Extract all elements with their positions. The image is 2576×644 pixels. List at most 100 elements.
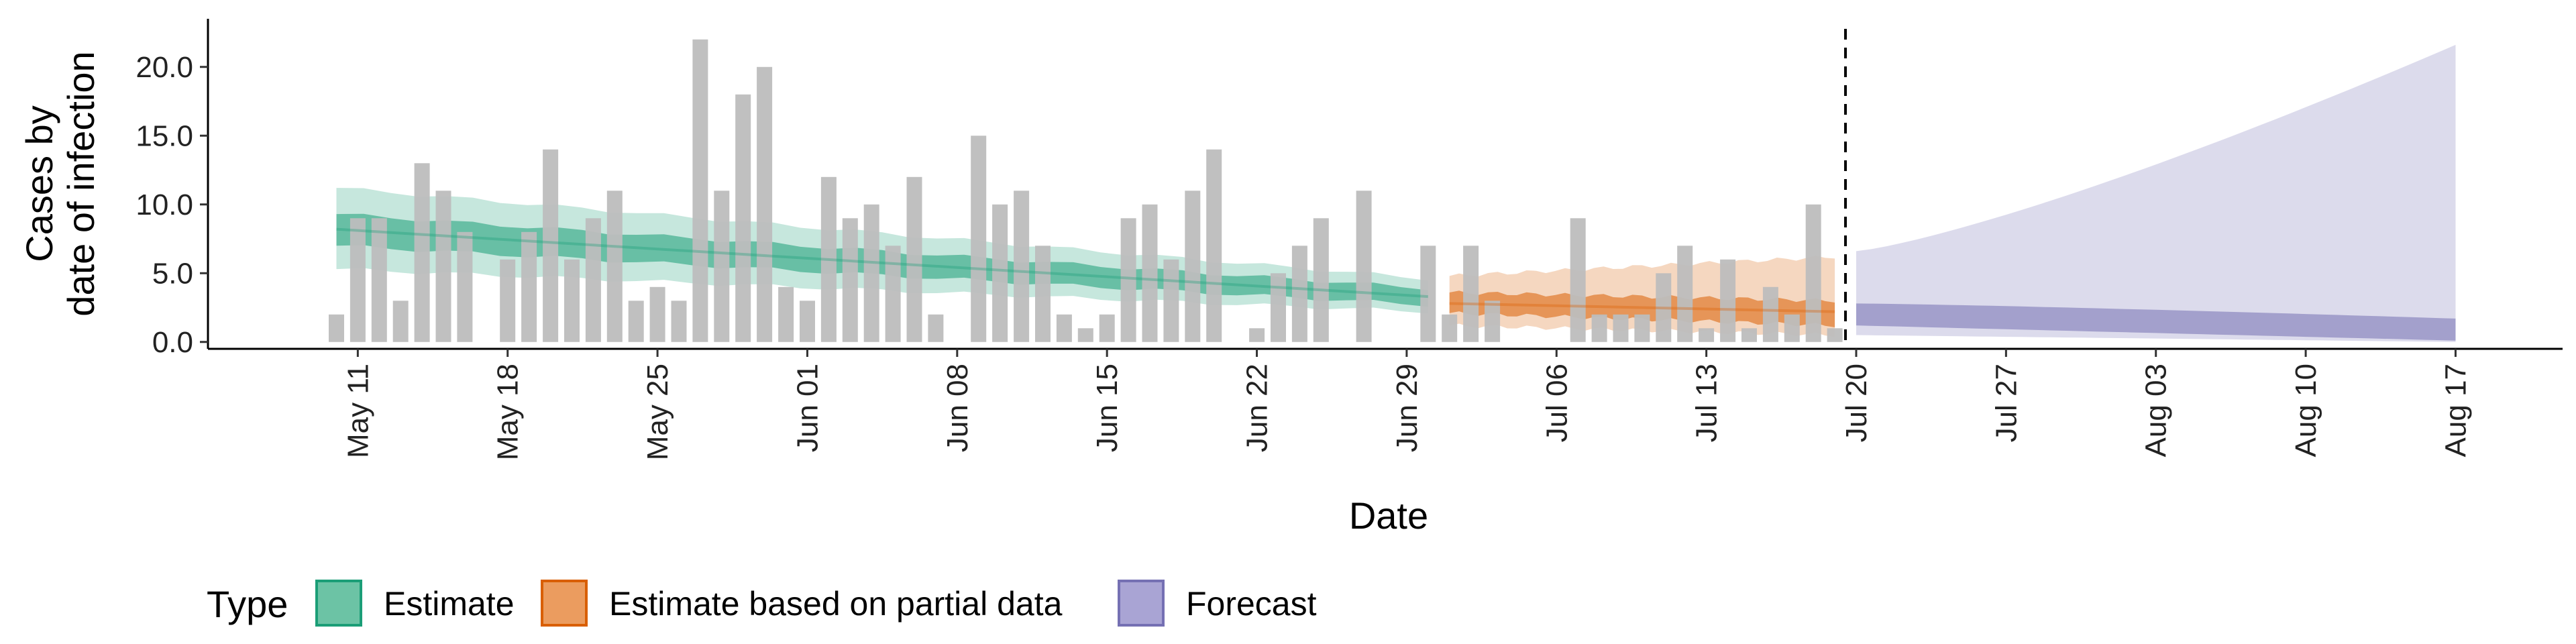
case-bar [1271,273,1286,342]
estimate-based-on-partial-data-inner-ribbon [1449,290,1835,327]
case-bar [842,218,858,342]
case-bar [863,204,879,342]
case-bar [1206,149,1222,342]
forecastlegend-key [1118,580,1165,627]
case-bar [1056,314,1072,342]
case-bar [735,94,751,342]
y-tick-label: 5.0 [152,257,193,290]
x-tick-label: Aug 03 [2140,364,2173,457]
y-tick-label: 10.0 [136,189,193,221]
x-tick-label: Jul 27 [1990,364,2023,442]
case-bar [1741,328,1757,342]
case-bar [1142,204,1158,342]
bars-layer [329,39,1843,342]
case-bar [628,301,644,342]
case-bar [906,176,922,342]
estimate-median-line [336,227,1428,299]
case-bar [820,176,837,342]
x-tick-label: May 25 [641,364,674,460]
case-bar [1356,191,1372,342]
case-bar [606,191,623,342]
legend: Type Estimate Estimate based on partial d… [207,580,1317,627]
case-bar [1591,314,1607,342]
y-tick-label: 0.0 [152,326,193,359]
axes-layer [207,19,2563,350]
case-bar [564,259,580,342]
x-tick-label: Jul 13 [1690,364,1723,442]
x-tick-label: May 11 [341,364,374,458]
x-tick-label: Jul 06 [1540,364,1573,442]
case-bar [1634,314,1650,342]
case-bar [1570,218,1586,342]
case-bar [585,218,601,342]
case-bar [1827,328,1843,342]
case-bar [778,286,794,342]
case-bar [971,136,987,342]
case-bar [1762,286,1778,342]
case-bar [1463,246,1479,342]
x-ticks: May 11 May 18 May 25 Jun 01 Jun 08 Jun 15 Jun … [341,349,2472,460]
legend-title: Type [207,583,288,625]
case-bar [1656,273,1672,342]
x-axis-title: Date [1349,494,1428,537]
case-bar [1291,246,1307,342]
forecastlegend-label: Forecast [1186,585,1317,623]
case-bar [371,218,387,342]
y-tick-label: 20.0 [136,51,193,84]
case-bar [414,163,430,342]
case-bar [1035,246,1051,342]
y-axis-title-line-1: Cases by [18,105,60,262]
case-bar [1249,328,1265,342]
case-bar [1099,314,1115,342]
estimate-based-on-partial-data-median-line [1449,302,1835,313]
x-tick-label: Jun 01 [791,364,824,452]
case-bar [671,301,687,342]
case-bar [500,259,516,342]
forecast-inner-ribbon [1856,303,2456,341]
case-bar [1185,191,1201,342]
y-ticks: 0.0 5.0 10.0 15.0 20.0 [136,51,208,359]
case-bar [521,231,537,342]
case-bar [692,39,708,342]
x-tick-label: Jun 15 [1091,364,1124,452]
estimate-based-on-partial-datalegend-label: Estimate based on partial data [609,585,1063,623]
x-tick-label: May 18 [492,364,525,460]
x-tick-label: Jun 22 [1241,364,1274,452]
case-bar [1014,191,1030,342]
case-bar [1805,204,1821,342]
case-bar [714,191,730,342]
case-bar [1163,259,1179,342]
x-tick-label: Jun 29 [1391,364,1424,452]
y-tick-label: 15.0 [136,119,193,152]
case-bar [1613,314,1629,342]
case-bar [928,314,944,342]
case-bar [1485,301,1501,342]
estimatelegend-key [315,580,362,627]
forecast-outer-ribbon [1856,44,2456,342]
case-bar [649,286,665,342]
case-bar [1077,328,1093,342]
case-bar [992,204,1008,342]
case-bar [1313,218,1329,342]
case-bar [1120,218,1136,342]
case-bar [1677,246,1693,342]
case-bar [1699,328,1715,342]
case-bar [1442,314,1458,342]
case-bar [543,149,559,342]
case-bar [350,218,366,342]
estimate-based-on-partial-datalegend-key [541,580,588,627]
x-tick-label: Aug 17 [2439,364,2472,457]
case-bar [1420,246,1436,342]
case-bar [435,191,451,342]
case-bar [800,301,815,342]
case-bar [885,246,901,342]
y-axis-title-line-2: date of infection [60,51,102,316]
case-bar [1784,314,1800,342]
estimatelegend-label: Estimate [384,585,515,623]
case-bar [457,231,473,342]
case-bar [1720,259,1736,342]
case-bar [392,301,409,342]
x-tick-label: Aug 10 [2290,364,2322,457]
median-lines-layer [336,227,1835,313]
